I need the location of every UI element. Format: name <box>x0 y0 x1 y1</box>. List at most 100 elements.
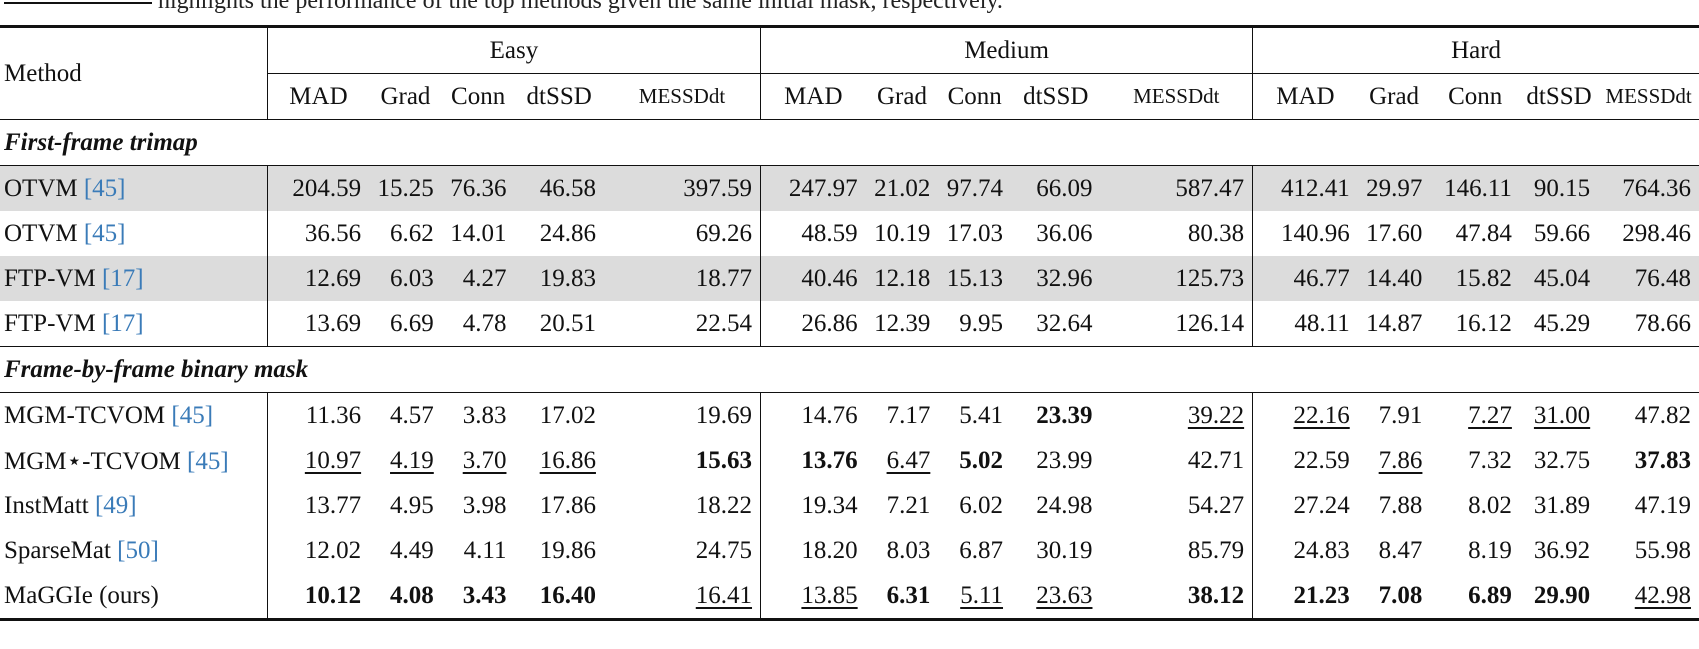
metric-value: 39.22 <box>1187 401 1245 429</box>
value-cell: 24.98 <box>1011 483 1100 528</box>
metric-value: 125.73 <box>1175 264 1245 292</box>
table-row: MGM⋆-TCVOM [45] 10.97 4.19 3.70 16.86 15.63 13… <box>0 438 1699 483</box>
metric-value: 126.14 <box>1175 309 1245 337</box>
table-row: InstMatt [49] 13.77 4.95 3.98 17.86 18.22 19.3… <box>0 483 1699 528</box>
value-cell: 5.11 <box>938 573 1011 620</box>
metric-value: 22.54 <box>695 309 753 337</box>
metric-value: 6.87 <box>959 536 1004 564</box>
metric-value: 587.47 <box>1175 174 1245 202</box>
caption: highlights the performance of the top me… <box>4 0 1003 15</box>
method-cell: FTP-VM [17] <box>0 256 268 301</box>
value-cell: 7.91 <box>1358 393 1431 439</box>
metric-value: 17.02 <box>539 401 596 429</box>
value-cell: 8.19 <box>1430 528 1519 573</box>
value-cell: 4.95 <box>369 483 442 528</box>
group-header-hard: Hard <box>1252 26 1699 74</box>
value-cell: 14.76 <box>760 392 866 438</box>
value-cell: 16.12 <box>1430 301 1520 347</box>
citation-link[interactable]: [50] <box>117 536 159 564</box>
citation-link[interactable]: [45] <box>187 447 229 475</box>
method-cell: MGM-TCVOM [45] <box>0 393 267 439</box>
value-cell: 17.02 <box>514 393 603 439</box>
value-cell: 24.83 <box>1252 528 1358 573</box>
metric-value: 24.98 <box>1036 491 1093 519</box>
value-cell: 39.22 <box>1100 393 1252 439</box>
method-name: MGM⋆-TCVOM <box>4 447 188 475</box>
metric-value: 18.20 <box>801 536 858 564</box>
value-cell: 18.22 <box>604 483 761 528</box>
value-cell: 48.59 <box>760 211 866 256</box>
value-cell: 76.48 <box>1598 256 1699 301</box>
citation-link[interactable]: [45] <box>171 401 214 429</box>
metric-value: 32.75 <box>1533 446 1591 474</box>
metric-value: 764.36 <box>1622 174 1691 202</box>
metric-value: 32.64 <box>1036 309 1093 337</box>
value-cell: 48.11 <box>1252 301 1358 347</box>
citation-link[interactable]: [17] <box>101 309 144 337</box>
value-cell: 22.16 <box>1252 392 1358 438</box>
value-cell: 6.89 <box>1430 573 1519 620</box>
metric-value: 140.96 <box>1280 219 1350 247</box>
metric-value: 11.36 <box>305 401 362 429</box>
metric-value: 30.19 <box>1036 536 1093 564</box>
metric-value: 54.27 <box>1187 491 1245 519</box>
metric-value: 6.03 <box>390 264 434 292</box>
value-cell: 47.84 <box>1430 211 1519 256</box>
value-cell: 14.87 <box>1357 301 1431 347</box>
metric-value: 31.89 <box>1533 491 1591 519</box>
value-cell: 10.19 <box>866 211 939 256</box>
value-cell: 13.76 <box>760 438 866 483</box>
metric-value: 46.58 <box>539 174 596 202</box>
value-cell: 6.62 <box>369 211 442 256</box>
value-cell: 3.70 <box>442 438 515 483</box>
metric-value: 12.39 <box>874 309 931 337</box>
value-cell: 31.89 <box>1520 483 1598 528</box>
citation-link[interactable]: [45] <box>83 174 126 202</box>
metric-value: 397.59 <box>683 174 753 202</box>
method-name: SparseMat <box>4 536 118 564</box>
citation-link[interactable]: [17] <box>101 264 144 292</box>
value-cell: 4.11 <box>442 528 515 573</box>
metric-header: Grad <box>865 73 939 120</box>
metric-value: 37.83 <box>1634 446 1691 474</box>
value-cell: 26.86 <box>760 301 866 347</box>
citation-link[interactable]: [45] <box>83 219 126 247</box>
value-cell: 14.40 <box>1357 256 1431 301</box>
metric-value: 8.03 <box>886 536 931 564</box>
value-cell: 30.19 <box>1011 528 1100 573</box>
value-cell: 23.99 <box>1011 438 1100 483</box>
section-title: First-frame trimap <box>0 119 1699 166</box>
citation-link[interactable]: [49] <box>94 491 137 519</box>
metric-value: 24.86 <box>539 219 596 247</box>
metric-value: 12.69 <box>304 264 362 292</box>
group-header-medium: Medium <box>760 26 1253 74</box>
metric-value: 59.66 <box>1533 219 1591 247</box>
metric-value: 7.32 <box>1468 446 1512 474</box>
value-cell: 204.59 <box>266 165 370 211</box>
metric-header: MAD <box>1252 73 1358 120</box>
metric-value: 13.76 <box>801 446 858 474</box>
metric-value: 21.02 <box>874 174 931 202</box>
metric-value: 42.98 <box>1634 581 1691 609</box>
metric-value: 3.43 <box>462 581 507 609</box>
value-cell: 76.36 <box>441 165 515 211</box>
metric-value: 12.18 <box>874 264 931 292</box>
value-cell: 31.00 <box>1520 393 1598 439</box>
method-name: MaGGIe (ours) <box>4 581 159 609</box>
metric-value: 3.70 <box>462 446 507 474</box>
metric-value: 36.56 <box>304 219 362 247</box>
value-cell: 66.09 <box>1011 165 1101 211</box>
value-cell: 7.17 <box>866 393 939 439</box>
metric-value: 16.12 <box>1455 309 1512 337</box>
metric-value: 19.83 <box>539 264 596 292</box>
value-cell: 78.66 <box>1598 301 1699 347</box>
metric-value: 6.69 <box>390 309 434 337</box>
metric-value: 14.76 <box>801 401 858 429</box>
method-header: Method <box>0 26 268 120</box>
value-cell: 5.41 <box>938 393 1011 439</box>
metric-value: 13.69 <box>304 309 362 337</box>
metric-value: 8.47 <box>1378 536 1423 564</box>
value-cell: 7.88 <box>1358 483 1431 528</box>
method-name: OTVM <box>4 174 84 202</box>
value-cell: 12.39 <box>865 301 939 347</box>
